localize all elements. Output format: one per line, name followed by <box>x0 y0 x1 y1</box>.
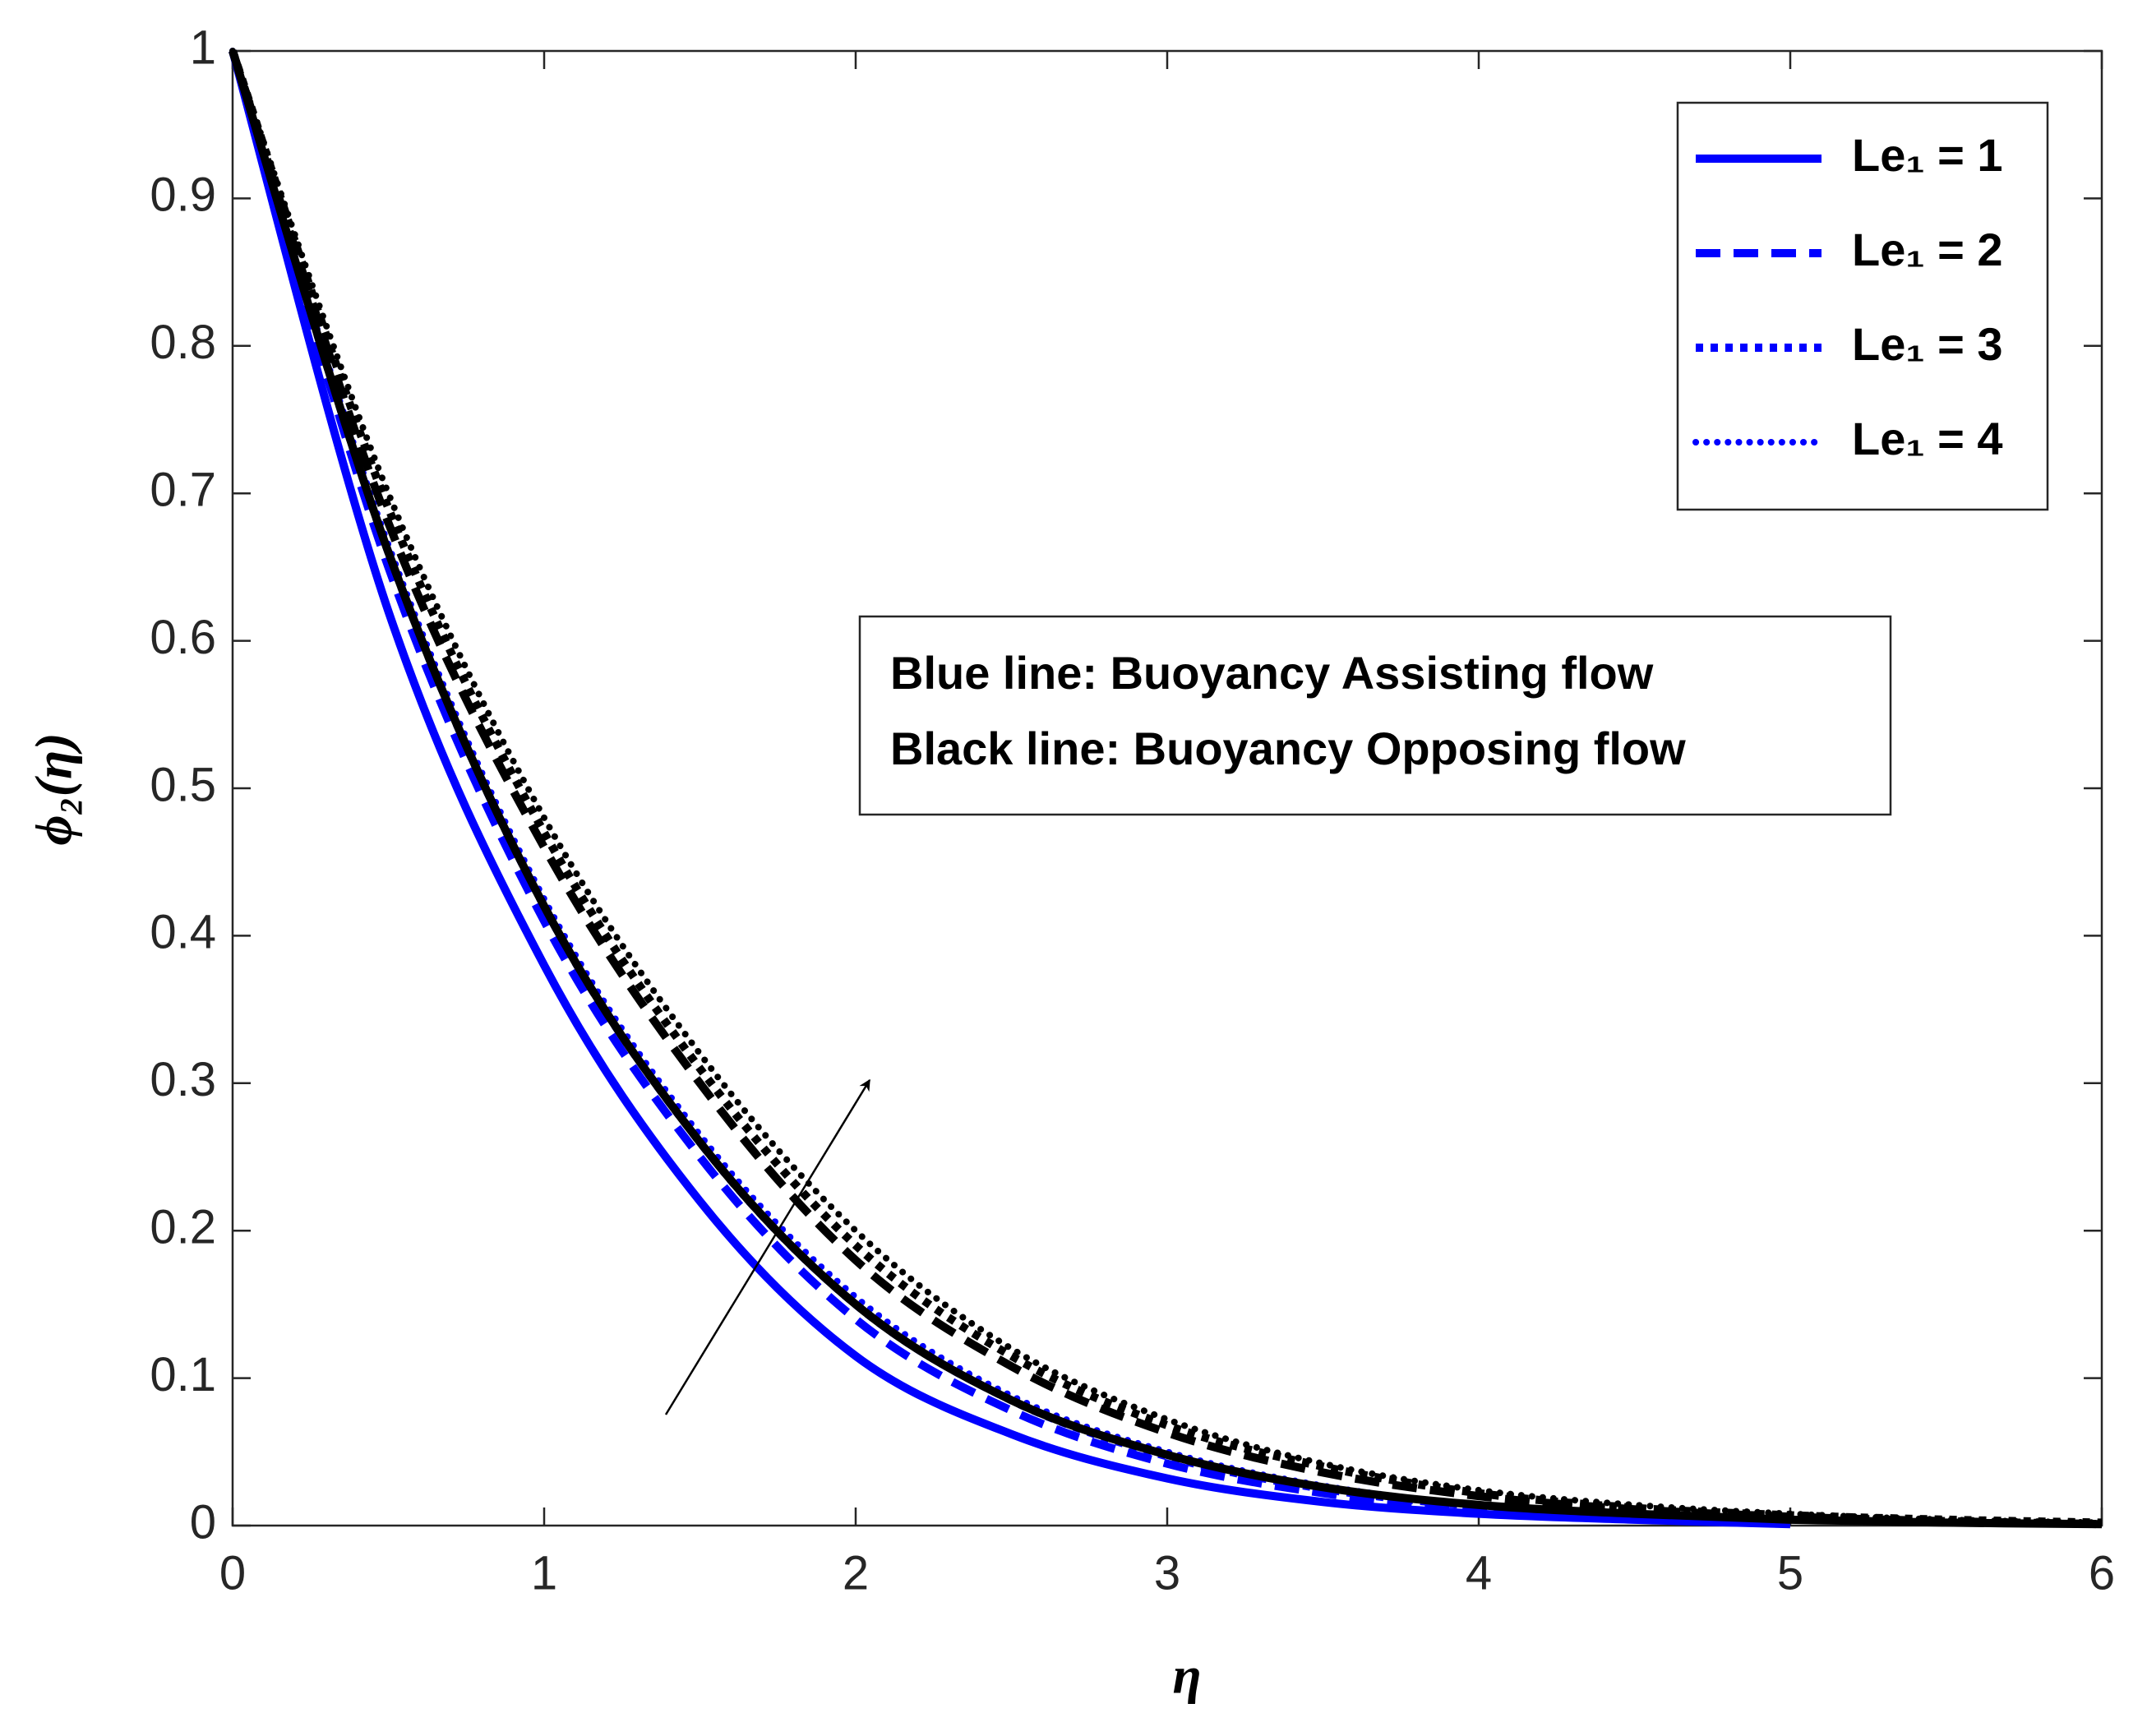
legend-label: Le₁ = 1 <box>1852 129 2002 181</box>
y-tick-label: 0.3 <box>150 1053 216 1106</box>
y-axis-label: ϕ₂(η) <box>25 732 83 845</box>
legend-label: Le₁ = 2 <box>1852 224 2002 275</box>
y-tick-label: 0.7 <box>150 464 216 517</box>
x-tick-label: 0 <box>219 1546 246 1600</box>
annotation-box <box>858 615 1892 816</box>
annotation-text: Black line: Buoyancy Opposing flow <box>890 723 1686 774</box>
y-tick-label: 0.2 <box>150 1201 216 1254</box>
y-tick-label: 0.9 <box>150 169 216 222</box>
line-series <box>229 48 2105 1526</box>
arrow <box>664 1078 871 1415</box>
x-tick-label: 5 <box>1777 1546 1803 1600</box>
x-axis-label: η <box>1172 1646 1201 1705</box>
y-tick-label: 0.6 <box>150 611 216 664</box>
legend-label: Le₁ = 4 <box>1852 413 2002 464</box>
y-tick-label: 1 <box>190 21 216 74</box>
x-tick-label: 3 <box>1154 1546 1180 1600</box>
annotation-text: Blue line: Buoyancy Assisting flow <box>890 647 1654 699</box>
line-series <box>229 49 1791 1527</box>
x-tick-label: 4 <box>1466 1546 1492 1600</box>
x-tick-label: 2 <box>843 1546 869 1600</box>
y-tick-label: 0.4 <box>150 906 216 959</box>
legend-label: Le₁ = 3 <box>1852 318 2002 370</box>
line-series <box>229 49 1791 1529</box>
x-tick-label: 1 <box>531 1546 557 1600</box>
y-tick-label: 0.5 <box>150 758 216 811</box>
y-tick-label: 0.1 <box>150 1348 216 1401</box>
y-tick-label: 0.8 <box>150 316 216 369</box>
x-tick-label: 6 <box>2089 1546 2115 1600</box>
y-tick-label: 0 <box>190 1495 216 1549</box>
